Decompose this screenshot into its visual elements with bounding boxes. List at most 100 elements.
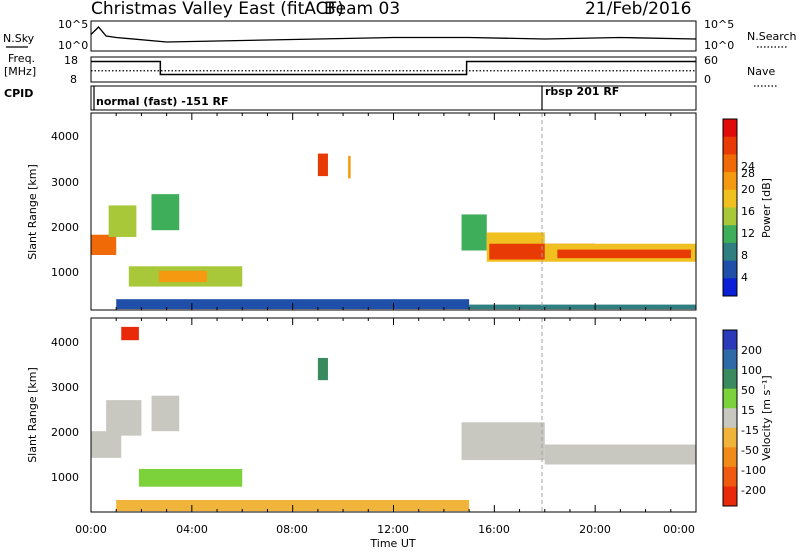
power-cbar-swatch	[723, 278, 737, 297]
velocity-cell	[461, 422, 545, 461]
power-cell	[557, 249, 691, 259]
velocity-cbar-tick-m15: -15	[741, 424, 759, 437]
velocity-cell	[151, 395, 180, 432]
noise-sky-label: N.Sky	[3, 32, 35, 45]
power-ylabel: Slant Range [km]	[26, 164, 39, 260]
power-cbar-swatch	[723, 225, 737, 244]
power-data-cells	[91, 153, 696, 310]
noise-search-label: N.Search	[747, 30, 797, 43]
velocity-colorbar-frame	[722, 329, 738, 507]
power-cbar-tick-4: 4	[741, 271, 748, 284]
velocity-cbar-swatch	[723, 408, 737, 429]
power-cell	[91, 234, 117, 256]
velocity-cbar-swatch	[723, 330, 737, 351]
freq-tick-top: 18	[64, 54, 78, 67]
cpid-label: CPID	[4, 87, 33, 100]
plot-title: Christmas Valley East (fitACF)	[91, 0, 344, 19]
velocity-ylabel: Slant Range [km]	[26, 367, 39, 463]
velocity-ytick-4000: 4000	[51, 336, 79, 349]
freq-tick-bottom: 8	[70, 73, 77, 86]
cpid-program-1: normal (fast) -151 RF	[96, 95, 229, 108]
power-cbar-swatch	[723, 136, 737, 155]
velocity-cbar-swatch	[723, 388, 737, 409]
noise-panel: N.Sky 10^5 10^0 10^5 10^0 N.Search	[3, 18, 797, 52]
power-cbar-tick-16: 16	[741, 205, 755, 218]
nave-label: Nave	[747, 65, 775, 78]
power-panel: 4000 3000 2000 1000 Slant Range [km] 28 …	[26, 112, 773, 311]
noise-frame	[90, 20, 697, 52]
power-cbar-swatch	[723, 189, 737, 208]
power-cbar-tick-12: 12	[741, 227, 755, 240]
velocity-cbar-swatch	[723, 447, 737, 468]
velocity-cell	[91, 431, 122, 458]
power-cell	[469, 304, 696, 310]
velocity-cbar-tick-15: 15	[741, 404, 755, 417]
time-axis: 00:00 04:00 08:00 12:00 16:00 20:00 00:0…	[75, 113, 697, 550]
power-cell	[159, 270, 207, 283]
xtick-label-6: 00:00	[663, 523, 695, 536]
velocity-data-cells	[91, 326, 696, 512]
power-cell	[108, 205, 137, 237]
nave-tick-top: 60	[704, 54, 718, 67]
freq-label-line1: Freq.	[8, 52, 35, 65]
velocity-cell	[106, 400, 142, 436]
power-ytick-4000: 4000	[51, 130, 79, 143]
velocity-ytick-3000: 3000	[51, 381, 79, 394]
velocity-cell	[544, 444, 696, 465]
velocity-cbar-tick-m100: -100	[741, 464, 766, 477]
cpid-panel: CPID normal (fast) -151 RF rbsp 201 RF	[4, 85, 697, 111]
velocity-cbar-swatch	[723, 427, 737, 448]
noise-right-tick-bottom: 10^0	[704, 39, 734, 52]
velocity-cbar-swatch	[723, 369, 737, 390]
power-colorbar-frame	[722, 118, 738, 297]
velocity-ytick-2000: 2000	[51, 426, 79, 439]
velocity-cbar-tick-50: 50	[741, 384, 755, 397]
velocity-cell	[138, 468, 243, 487]
time-axis-ticks	[90, 113, 697, 512]
velocity-cbar-tick-m200: -200	[741, 484, 766, 497]
freq-frame	[90, 56, 697, 83]
power-cell	[151, 194, 180, 231]
power-cbar-swatch	[723, 172, 737, 191]
power-ytick-3000: 3000	[51, 176, 79, 189]
velocity-panel: 4000 3000 2000 1000 Slant Range [km] 200…	[26, 317, 773, 513]
noise-sky-trace	[90, 26, 697, 43]
power-colorbar	[723, 119, 737, 297]
power-cbar-tick-8: 8	[741, 249, 748, 262]
xtick-label-3: 12:00	[377, 523, 409, 536]
noise-right-tick-top: 10^5	[704, 18, 734, 31]
power-cbar-swatch	[723, 119, 737, 138]
velocity-cbar-swatch	[723, 466, 737, 487]
xtick-label-4: 16:00	[478, 523, 510, 536]
freq-trace	[91, 60, 696, 76]
velocity-colorbar	[723, 330, 737, 507]
power-cell	[317, 153, 328, 177]
velocity-cbar-label: Velocity [m s⁻¹]	[760, 375, 773, 460]
power-cbar-swatch	[723, 207, 737, 226]
velocity-cell	[317, 357, 328, 381]
velocity-cbar-swatch	[723, 486, 737, 507]
nave-tick-bottom: 0	[704, 73, 711, 86]
power-cbar-swatch	[723, 242, 737, 262]
power-cbar-swatch	[723, 154, 737, 173]
cpid-frame	[90, 85, 697, 111]
velocity-cbar-tick-100: 100	[741, 364, 762, 377]
power-cbar-tick-28: 28	[741, 167, 755, 180]
beam-label: Beam 03	[324, 0, 400, 19]
velocity-cbar-tick-200: 200	[741, 344, 762, 357]
xaxis-label: Time UT	[369, 537, 415, 550]
power-cell	[348, 155, 351, 179]
power-cbar-tick-24: 24	[741, 160, 755, 173]
xtick-label-1: 04:00	[176, 523, 208, 536]
xtick-label-5: 20:00	[579, 523, 611, 536]
power-cbar-label: Power [dB]	[760, 178, 773, 238]
cpid-program-2: rbsp 201 RF	[545, 85, 619, 98]
power-cbar-tick-20: 20	[741, 183, 755, 196]
velocity-ytick-1000: 1000	[51, 471, 79, 484]
noise-left-tick-top: 10^5	[58, 18, 88, 31]
date-label: 21/Feb/2016	[585, 0, 691, 19]
velocity-cbar-swatch	[723, 349, 737, 370]
xtick-label-0: 00:00	[75, 523, 107, 536]
velocity-cbar-tick-m50: -50	[741, 444, 759, 457]
